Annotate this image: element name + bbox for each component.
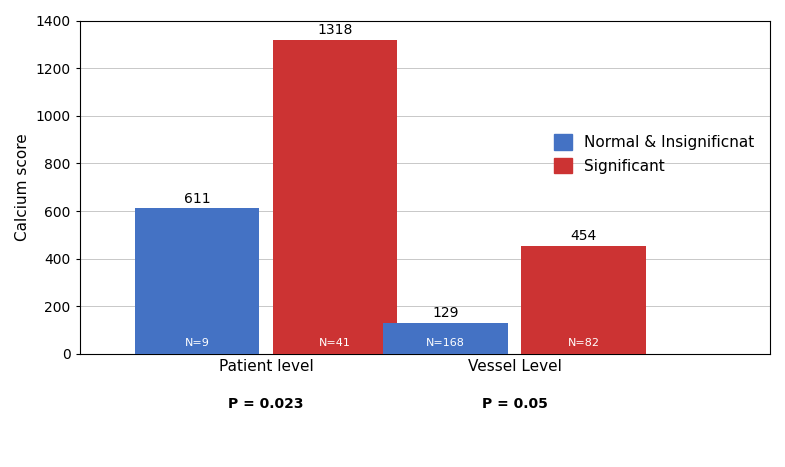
Bar xyxy=(273,40,397,354)
Text: N=168: N=168 xyxy=(426,338,465,348)
Text: 1318: 1318 xyxy=(317,23,352,37)
Y-axis label: Calcium score: Calcium score xyxy=(15,133,30,241)
Text: 454: 454 xyxy=(571,229,597,243)
Text: P = 0.05: P = 0.05 xyxy=(482,397,547,411)
Legend: Normal & Insignificnat, Significant: Normal & Insignificnat, Significant xyxy=(546,127,762,181)
Text: N=9: N=9 xyxy=(184,338,210,348)
Text: 129: 129 xyxy=(433,306,458,320)
Bar xyxy=(383,323,508,354)
Bar xyxy=(521,246,646,354)
Text: N=41: N=41 xyxy=(319,338,351,348)
Bar xyxy=(135,208,259,354)
Text: 611: 611 xyxy=(184,191,210,205)
Text: N=82: N=82 xyxy=(568,338,600,348)
Text: P = 0.023: P = 0.023 xyxy=(228,397,304,411)
